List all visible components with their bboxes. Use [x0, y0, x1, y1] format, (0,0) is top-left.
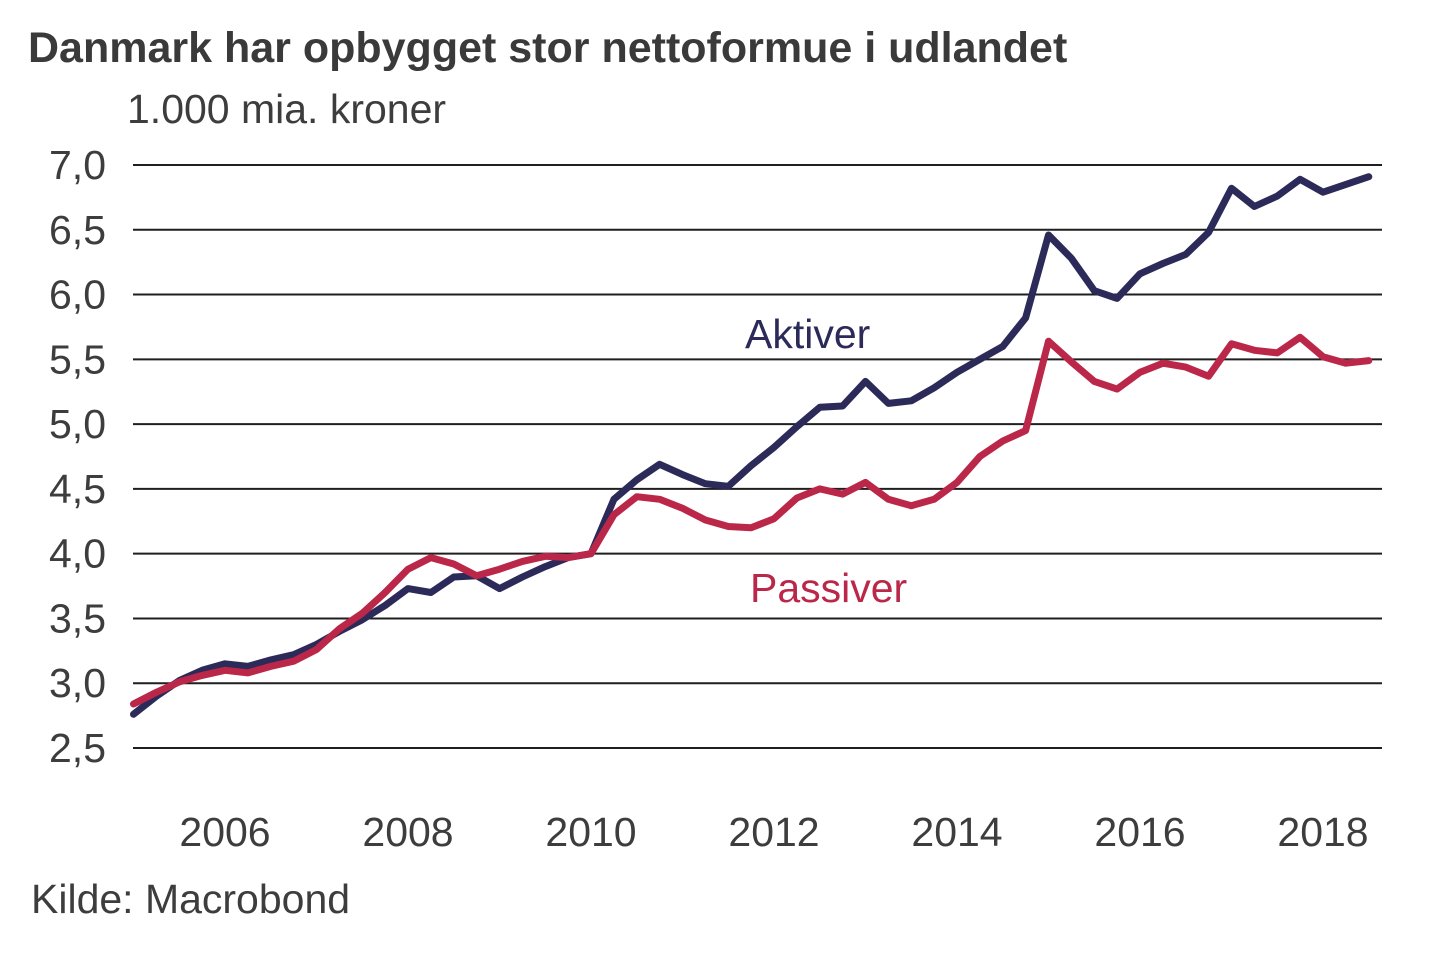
y-tick-label-3,0: 3,0: [49, 660, 106, 706]
y-tick-label-6,5: 6,5: [49, 207, 106, 253]
y-tick-label-4,0: 4,0: [49, 531, 106, 577]
x-tick-label-2006: 2006: [179, 809, 270, 855]
series-lines: [130, 173, 1373, 718]
y-tick-label-7,0: 7,0: [49, 142, 106, 188]
y-tick-label-5,5: 5,5: [49, 336, 106, 382]
y-tick-label-2,5: 2,5: [49, 725, 106, 771]
y-axis-labels: 7,0 6,5 6,0 5,5 5,0 4,5 4,0 3,5 3,0 2,5: [49, 142, 106, 771]
x-tick-label-2012: 2012: [728, 809, 819, 855]
chart-title: Danmark har opbygget stor nettoformue i …: [28, 24, 1068, 72]
aktiver-line: [130, 173, 1373, 718]
y-tick-label-3,5: 3,5: [49, 595, 106, 641]
x-tick-label-2010: 2010: [545, 809, 636, 855]
source-note: Kilde: Macrobond: [31, 876, 351, 922]
aktiver-series-label: Aktiver: [745, 311, 870, 357]
passiver-line: [130, 333, 1373, 708]
x-tick-label-2008: 2008: [362, 809, 453, 855]
y-tick-label-6,0: 6,0: [49, 272, 106, 318]
y-tick-label-5,0: 5,0: [49, 401, 106, 447]
chart-subtitle-unit: 1.000 mia. kroner: [127, 86, 447, 132]
x-tick-label-2014: 2014: [911, 809, 1002, 855]
y-tick-label-4,5: 4,5: [49, 466, 106, 512]
gridlines: [133, 164, 1382, 749]
x-tick-label-2018: 2018: [1277, 809, 1368, 855]
passiver-series-label: Passiver: [750, 565, 907, 611]
x-tick-label-2016: 2016: [1094, 809, 1185, 855]
x-axis-labels: 2006 2008 2010 2012 2014 2016 2018: [179, 809, 1368, 855]
